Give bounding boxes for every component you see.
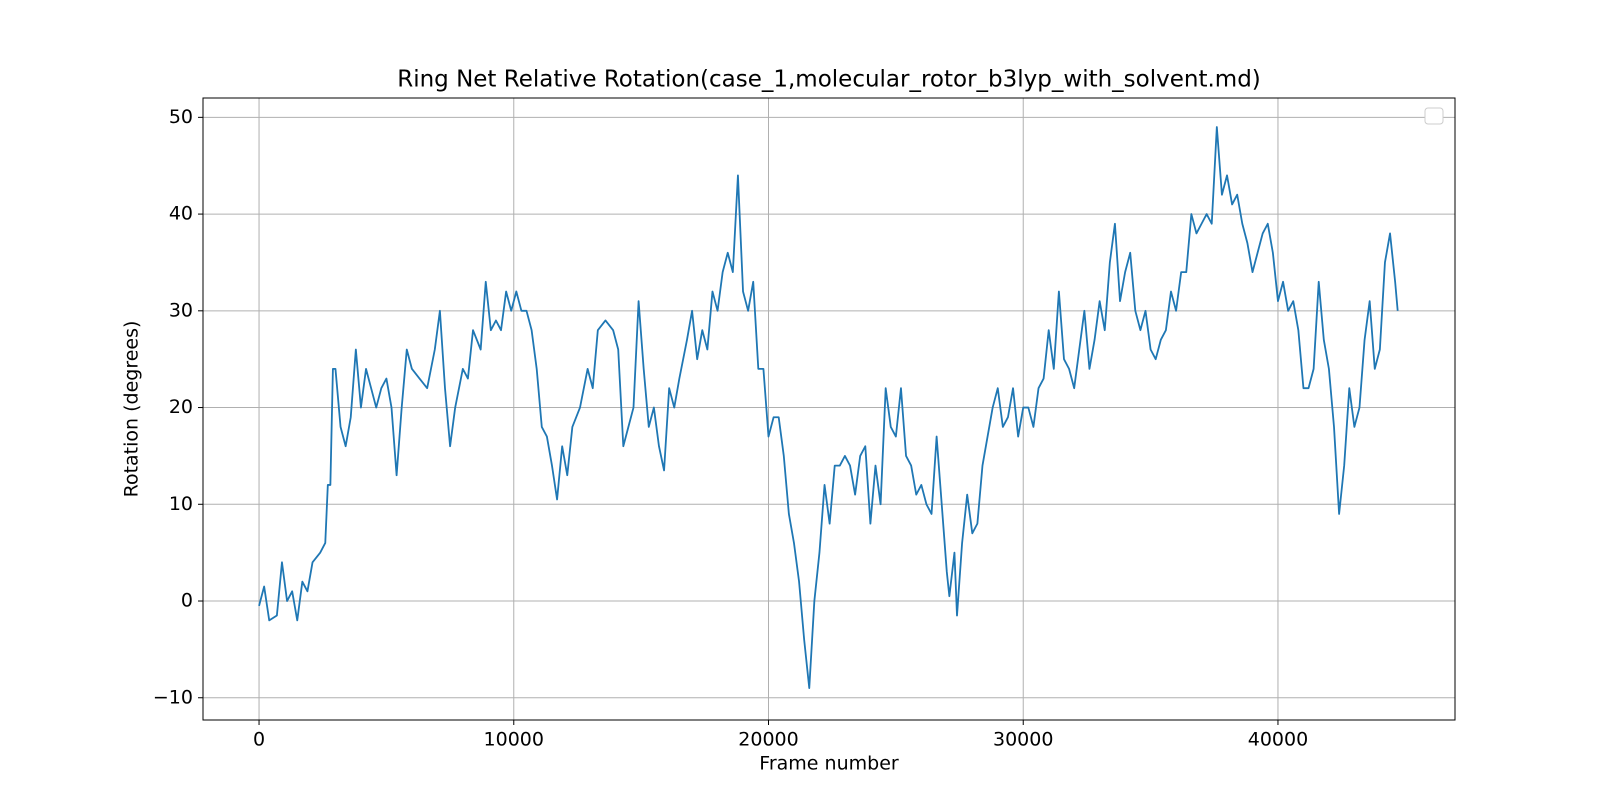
- y-tick-label: 50: [169, 106, 193, 128]
- y-tick-label: 40: [169, 203, 193, 225]
- y-tick-label: 30: [169, 299, 193, 321]
- y-axis-label: Rotation (degrees): [121, 321, 143, 498]
- plot-frame: [202, 97, 1456, 721]
- y-tick-label: 20: [169, 396, 193, 418]
- y-tick-label: 0: [181, 590, 193, 612]
- x-tick-label: 10000: [484, 729, 544, 751]
- x-tick-label: 30000: [993, 729, 1053, 751]
- y-tick-label: −10: [153, 686, 193, 708]
- legend-box: [1424, 107, 1444, 125]
- x-tick-label: 0: [253, 729, 265, 751]
- x-tick-label: 40000: [1248, 729, 1308, 751]
- data-line: [258, 126, 1399, 689]
- x-tick-label: 20000: [738, 729, 798, 751]
- chart-title: Ring Net Relative Rotation(case_1,molecu…: [397, 67, 1261, 93]
- y-tick-label: 10: [169, 493, 193, 515]
- x-axis-label: Frame number: [759, 753, 899, 775]
